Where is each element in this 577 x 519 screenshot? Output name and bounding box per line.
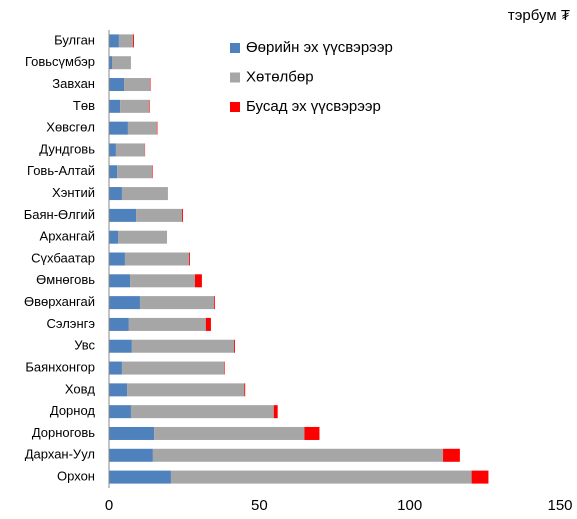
- bar-segment: [118, 34, 134, 48]
- bar-segment: [109, 78, 125, 92]
- y-tick-label: Орхон: [57, 469, 95, 484]
- bar-segment: [149, 78, 151, 92]
- bar-segment: [115, 143, 145, 157]
- y-tick-label: Сүхбаатар: [31, 250, 95, 265]
- y-tick-label: Өвөрхангай: [24, 294, 95, 309]
- bar-segment: [133, 34, 134, 48]
- x-tick-label: 0: [105, 497, 113, 514]
- y-tick-label: Баян-Өлгий: [24, 207, 95, 222]
- bar-segment: [151, 165, 153, 179]
- bar-segment: [273, 405, 278, 419]
- y-tick-label: Баянхонгор: [25, 359, 95, 374]
- bar-segment: [152, 448, 444, 462]
- bar-segment: [109, 165, 118, 179]
- y-tick-label: Архангай: [40, 229, 95, 244]
- bar-segment: [109, 143, 116, 157]
- y-tick-label: Говь-Алтай: [27, 163, 95, 178]
- bar-segment: [109, 470, 171, 484]
- bar-segment: [109, 99, 121, 113]
- y-tick-label: Говьсүмбэр: [25, 54, 95, 69]
- y-tick-label: Хэнтий: [52, 185, 95, 200]
- bar-segment: [124, 252, 189, 266]
- y-tick-label: Дорноговь: [32, 425, 95, 440]
- bar-segment: [109, 34, 119, 48]
- bar-segment: [130, 274, 195, 288]
- bar-segment: [188, 252, 190, 266]
- bar-segment: [112, 56, 131, 70]
- y-tick-label: Дорнод: [50, 403, 96, 418]
- y-tick-label: Дундговь: [39, 141, 95, 156]
- bar-segment: [136, 208, 183, 222]
- bar-segment: [127, 383, 245, 397]
- bar-segment: [109, 361, 122, 375]
- bar-segment: [156, 121, 158, 135]
- bar-segment: [170, 470, 472, 484]
- bar-segment: [109, 426, 155, 440]
- bar-segment: [182, 208, 183, 222]
- y-tick-label: Булган: [54, 32, 95, 47]
- bar-segment: [109, 383, 128, 397]
- bar-segment: [148, 99, 150, 113]
- bar-segment: [109, 56, 113, 70]
- bar-segment: [109, 208, 137, 222]
- bar-segment: [131, 339, 235, 353]
- y-tick-label: Дархан-Уул: [25, 447, 95, 462]
- bar-segment: [213, 296, 215, 310]
- unit-label: тэрбум ₮: [508, 7, 570, 24]
- bar-segment: [128, 317, 206, 331]
- y-tick-label: Увс: [74, 338, 95, 353]
- bar-segment: [205, 317, 211, 331]
- bar-segment: [109, 274, 131, 288]
- bar-segment: [118, 230, 168, 244]
- y-tick-label: Төв: [73, 98, 95, 113]
- y-tick-label: Завхан: [52, 76, 95, 91]
- bar-segment: [109, 405, 131, 419]
- bar-segment: [109, 317, 129, 331]
- legend-swatch: [230, 43, 240, 53]
- bar-segment: [109, 296, 140, 310]
- bar-segment: [121, 361, 225, 375]
- y-tick-label: Ховд: [65, 381, 96, 396]
- bar-segment: [127, 121, 157, 135]
- bar-segment: [194, 274, 202, 288]
- y-tick-label: Сэлэнгэ: [46, 316, 95, 331]
- bar-segment: [130, 405, 274, 419]
- bar-segment: [124, 78, 150, 92]
- bar-segment: [117, 165, 152, 179]
- bar-segment: [224, 361, 225, 375]
- legend-label: Бусад эх үүсвэрээр: [246, 98, 381, 115]
- bar-segment: [139, 296, 214, 310]
- bar-segment: [109, 448, 153, 462]
- bar-segment: [109, 121, 128, 135]
- legend-label: Өөрийн эх үүсвэрээр: [246, 39, 393, 56]
- bar-segment: [109, 339, 132, 353]
- bar-segment: [109, 252, 125, 266]
- bar-segment: [109, 230, 119, 244]
- x-tick-label: 150: [547, 497, 572, 514]
- bar-segment: [154, 426, 305, 440]
- bar-segment: [109, 187, 122, 201]
- bar-segment: [234, 339, 235, 353]
- bar-segment: [443, 448, 460, 462]
- legend-swatch: [230, 102, 240, 112]
- legend-label: Хөтөлбөр: [246, 68, 314, 85]
- y-tick-label: Өмнөговь: [36, 272, 95, 287]
- bar-segment: [304, 426, 320, 440]
- bar-segment: [121, 187, 168, 201]
- bar-segment: [471, 470, 489, 484]
- bar-segment: [244, 383, 246, 397]
- x-tick-label: 50: [251, 497, 268, 514]
- bar-segment: [120, 99, 149, 113]
- x-tick-label: 100: [397, 497, 422, 514]
- legend-swatch: [230, 72, 240, 83]
- y-tick-label: Хөвсгөл: [46, 120, 95, 135]
